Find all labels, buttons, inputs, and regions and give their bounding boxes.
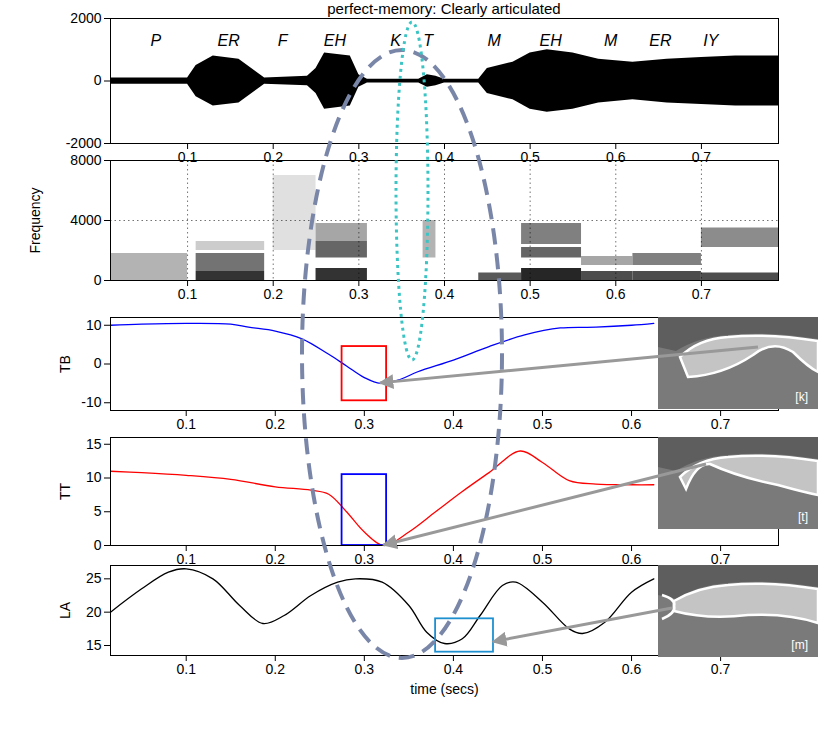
svg-text:15: 15 [86, 637, 102, 653]
svg-text:0.3: 0.3 [349, 286, 369, 302]
svg-text:0: 0 [94, 355, 102, 371]
svg-text:0.1: 0.1 [176, 661, 196, 677]
svg-text:LA: LA [57, 601, 73, 619]
svg-text:0.1: 0.1 [178, 149, 198, 165]
svg-text:M: M [604, 31, 618, 48]
svg-text:15: 15 [86, 436, 102, 452]
svg-text:0.2: 0.2 [265, 551, 285, 568]
svg-text:0.6: 0.6 [606, 286, 626, 302]
svg-text:0.2: 0.2 [263, 286, 283, 302]
svg-text:0.2: 0.2 [266, 416, 286, 432]
svg-text:[k]: [k] [795, 390, 808, 404]
svg-text:0.3: 0.3 [355, 661, 375, 677]
svg-text:time (secs): time (secs) [410, 681, 478, 697]
svg-text:4000: 4000 [70, 212, 101, 228]
svg-text:0.3: 0.3 [354, 551, 375, 568]
svg-text:0: 0 [94, 272, 102, 288]
svg-text:0.6: 0.6 [622, 661, 642, 677]
svg-text:0.3: 0.3 [349, 149, 369, 165]
svg-text:P: P [151, 31, 162, 48]
svg-text:M: M [488, 31, 502, 48]
svg-text:ER: ER [649, 31, 672, 48]
svg-text:0.1: 0.1 [176, 416, 196, 432]
svg-text:0.1: 0.1 [176, 551, 196, 568]
svg-text:10: 10 [86, 469, 102, 485]
svg-text:0.3: 0.3 [355, 416, 375, 432]
svg-text:0.6: 0.6 [622, 416, 642, 432]
svg-text:0.4: 0.4 [435, 149, 455, 165]
svg-text:-10: -10 [81, 394, 101, 410]
svg-text:TB: TB [57, 355, 73, 373]
svg-text:0.5: 0.5 [532, 551, 553, 568]
svg-text:F: F [278, 31, 289, 48]
svg-text:10: 10 [86, 317, 102, 333]
svg-text:5: 5 [94, 503, 102, 519]
svg-text:0.7: 0.7 [711, 416, 731, 432]
svg-text:TT: TT [57, 483, 73, 501]
svg-text:25: 25 [86, 570, 102, 586]
svg-text:0.6: 0.6 [621, 551, 642, 568]
svg-text:0: 0 [94, 537, 102, 553]
svg-text:Frequency: Frequency [27, 187, 43, 253]
svg-text:0: 0 [94, 72, 102, 88]
svg-text:8000: 8000 [70, 152, 101, 168]
html-text:perfect-memory: Clearly articu: perfect-memory: Clearly articulated [327, 0, 561, 17]
svg-text:0.6: 0.6 [606, 149, 626, 165]
svg-text:EH: EH [324, 31, 347, 48]
svg-text:0.5: 0.5 [520, 286, 540, 302]
svg-text:20: 20 [86, 604, 102, 620]
svg-text:0.4: 0.4 [444, 416, 464, 432]
svg-text:K: K [390, 31, 402, 48]
svg-text:T: T [423, 31, 434, 48]
svg-text:0.7: 0.7 [711, 661, 731, 677]
svg-text:[m]: [m] [791, 638, 808, 652]
svg-text:0.2: 0.2 [266, 661, 286, 677]
svg-text:ER: ER [218, 31, 241, 48]
svg-text:0.5: 0.5 [533, 416, 553, 432]
svg-text:0.5: 0.5 [520, 149, 540, 165]
svg-text:EH: EH [540, 31, 563, 48]
svg-text:[t]: [t] [798, 510, 808, 524]
svg-text:-2000: -2000 [66, 135, 102, 151]
svg-text:0.4: 0.4 [443, 551, 464, 568]
svg-text:0.4: 0.4 [435, 286, 455, 302]
svg-text:0.7: 0.7 [710, 551, 731, 568]
svg-text:2000: 2000 [70, 10, 101, 26]
svg-text:0.1: 0.1 [178, 286, 198, 302]
svg-text:0.7: 0.7 [692, 286, 712, 302]
svg-text:0.5: 0.5 [533, 661, 553, 677]
svg-text:0.4: 0.4 [444, 661, 464, 677]
svg-text:IY: IY [703, 31, 719, 48]
svg-text:0.2: 0.2 [263, 149, 283, 165]
svg-text:0.7: 0.7 [692, 149, 712, 165]
